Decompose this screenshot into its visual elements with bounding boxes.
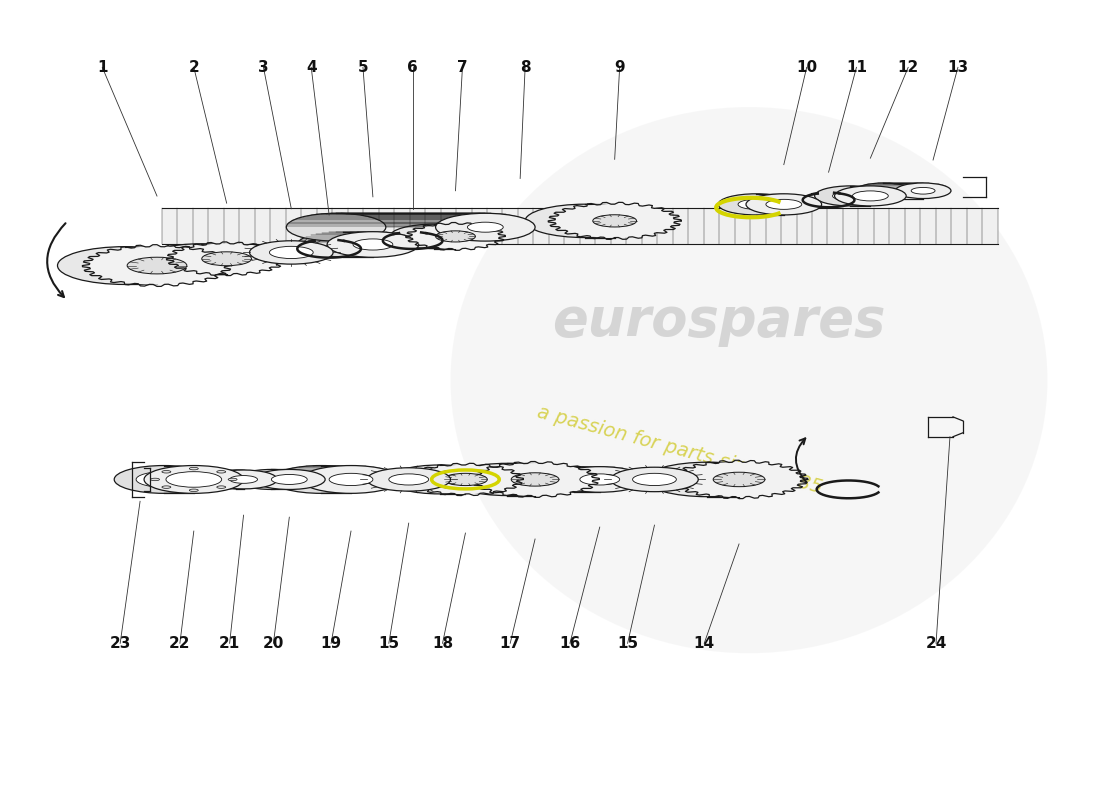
Text: 9: 9: [614, 60, 625, 75]
Text: 22: 22: [169, 636, 190, 650]
Ellipse shape: [228, 478, 238, 481]
Text: 13: 13: [947, 60, 968, 75]
Ellipse shape: [88, 246, 225, 285]
Ellipse shape: [189, 467, 198, 470]
Ellipse shape: [436, 214, 535, 241]
Ellipse shape: [468, 222, 503, 232]
Ellipse shape: [766, 199, 802, 210]
Ellipse shape: [632, 474, 676, 486]
Ellipse shape: [833, 191, 868, 201]
Ellipse shape: [815, 186, 887, 206]
Ellipse shape: [270, 246, 314, 258]
Ellipse shape: [388, 474, 429, 485]
Ellipse shape: [114, 466, 213, 494]
Text: 15: 15: [617, 636, 638, 650]
Ellipse shape: [450, 463, 565, 495]
Ellipse shape: [128, 258, 187, 274]
Ellipse shape: [217, 470, 226, 473]
Ellipse shape: [253, 470, 326, 490]
Ellipse shape: [147, 244, 254, 274]
Text: eurospares: eurospares: [552, 294, 886, 346]
Ellipse shape: [410, 224, 500, 249]
Ellipse shape: [353, 239, 393, 250]
Ellipse shape: [367, 468, 451, 491]
Ellipse shape: [235, 470, 307, 490]
Text: 11: 11: [846, 60, 867, 75]
Ellipse shape: [250, 241, 333, 264]
Text: 19: 19: [320, 636, 342, 650]
Ellipse shape: [554, 466, 646, 492]
Text: 14: 14: [694, 636, 715, 650]
Ellipse shape: [222, 475, 250, 483]
Text: 6: 6: [407, 60, 418, 75]
Ellipse shape: [172, 243, 282, 274]
Ellipse shape: [580, 474, 619, 485]
Ellipse shape: [593, 214, 637, 227]
Ellipse shape: [525, 204, 645, 238]
Text: 8: 8: [520, 60, 530, 75]
Ellipse shape: [166, 472, 222, 487]
Text: 12: 12: [898, 60, 918, 75]
Ellipse shape: [676, 462, 802, 497]
Text: 20: 20: [263, 636, 284, 650]
Ellipse shape: [301, 466, 400, 494]
Ellipse shape: [272, 466, 371, 494]
Ellipse shape: [389, 224, 477, 249]
Text: 21: 21: [219, 636, 240, 650]
Ellipse shape: [528, 466, 619, 492]
Ellipse shape: [253, 474, 289, 485]
Ellipse shape: [201, 470, 270, 489]
Ellipse shape: [144, 466, 243, 494]
Ellipse shape: [451, 107, 1047, 654]
Text: 15: 15: [378, 636, 399, 650]
Text: 16: 16: [559, 636, 581, 650]
Ellipse shape: [57, 246, 192, 285]
Text: 17: 17: [499, 636, 520, 650]
Ellipse shape: [388, 465, 492, 494]
Ellipse shape: [436, 231, 475, 242]
Ellipse shape: [554, 204, 675, 238]
Ellipse shape: [713, 472, 764, 486]
Ellipse shape: [412, 465, 518, 494]
Text: 18: 18: [432, 636, 453, 650]
Ellipse shape: [835, 186, 906, 206]
Text: 23: 23: [110, 636, 131, 650]
Ellipse shape: [911, 187, 935, 194]
Text: 5: 5: [358, 60, 368, 75]
Ellipse shape: [286, 214, 386, 241]
Text: 3: 3: [258, 60, 268, 75]
Ellipse shape: [610, 467, 698, 492]
Text: 1: 1: [97, 60, 108, 75]
Ellipse shape: [443, 474, 487, 486]
Ellipse shape: [189, 489, 198, 491]
Text: 10: 10: [796, 60, 817, 75]
Ellipse shape: [162, 470, 170, 473]
Ellipse shape: [201, 252, 252, 266]
Ellipse shape: [327, 232, 419, 258]
Text: 7: 7: [458, 60, 468, 75]
Ellipse shape: [136, 472, 191, 487]
Ellipse shape: [895, 183, 952, 198]
Ellipse shape: [329, 474, 373, 486]
Ellipse shape: [512, 473, 559, 486]
Text: 24: 24: [925, 636, 947, 650]
Ellipse shape: [230, 475, 257, 483]
Text: 4: 4: [306, 60, 317, 75]
Ellipse shape: [852, 191, 889, 201]
Ellipse shape: [210, 470, 277, 489]
Ellipse shape: [297, 232, 388, 258]
Ellipse shape: [738, 199, 774, 210]
Ellipse shape: [151, 478, 160, 481]
Ellipse shape: [646, 462, 769, 497]
Ellipse shape: [162, 486, 170, 488]
Ellipse shape: [718, 194, 794, 215]
Ellipse shape: [746, 194, 822, 215]
Ellipse shape: [217, 486, 226, 488]
Ellipse shape: [476, 463, 594, 496]
Text: a passion for parts since 1985: a passion for parts since 1985: [535, 402, 824, 497]
Text: 2: 2: [188, 60, 199, 75]
Ellipse shape: [272, 474, 307, 485]
Ellipse shape: [856, 183, 911, 198]
